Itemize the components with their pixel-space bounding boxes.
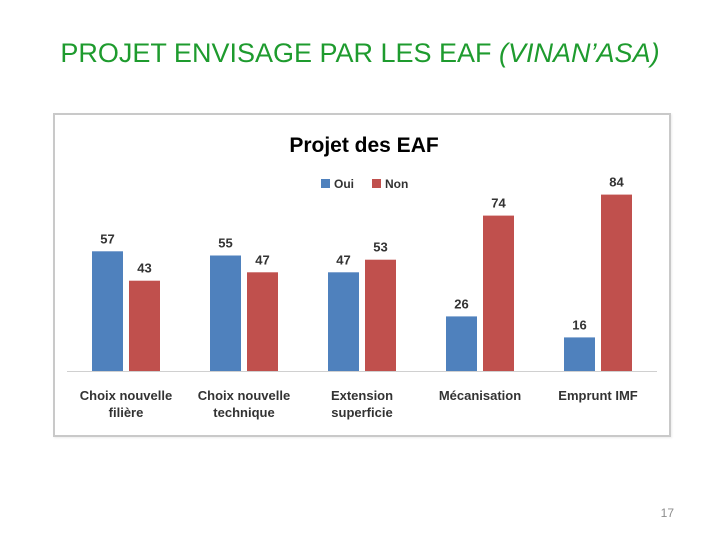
data-label-non-1: 47: [255, 252, 269, 267]
bar-oui-3: [446, 316, 477, 371]
data-label-oui-3: 26: [454, 296, 468, 311]
bar-oui-0: [92, 251, 123, 371]
data-label-non-4: 84: [609, 175, 624, 190]
data-label-oui-0: 57: [100, 231, 114, 246]
chart-bars: [92, 194, 632, 371]
chart-legend: Oui Non: [321, 177, 408, 191]
data-label-oui-1: 55: [218, 236, 232, 251]
slide-title-italic: (VINAN’ASA): [499, 38, 660, 68]
data-label-oui-4: 16: [572, 317, 586, 332]
data-label-oui-2: 47: [336, 252, 350, 267]
category-label-0-0: Choix nouvelle: [80, 388, 172, 403]
bar-oui-4: [564, 337, 595, 371]
bar-oui-2: [328, 272, 359, 371]
category-label-4-0: Emprunt IMF: [558, 388, 637, 403]
legend-swatch-oui: [321, 179, 330, 188]
bar-non-0: [129, 280, 160, 371]
legend-label-non: Non: [385, 177, 408, 191]
data-label-non-2: 53: [373, 240, 387, 255]
slide-title: PROJET ENVISAGE PAR LES EAF (VINAN’ASA): [0, 38, 720, 69]
category-label-2-1: superficie: [331, 405, 392, 420]
slide-title-main: PROJET ENVISAGE PAR LES EAF: [60, 38, 500, 68]
category-label-2-0: Extension: [331, 388, 393, 403]
chart-category-labels: Choix nouvelle filière Choix nouvelle techn…: [80, 388, 638, 420]
bar-non-2: [365, 259, 396, 371]
bar-non-1: [247, 272, 278, 371]
chart-data-labels: 57 43 55 47 47 53 26 74 16 84: [100, 175, 624, 333]
category-label-3-0: Mécanisation: [439, 388, 521, 403]
category-label-0-1: filière: [109, 405, 144, 420]
category-label-1-1: technique: [213, 405, 274, 420]
page-number: 17: [660, 506, 674, 520]
bar-non-3: [483, 215, 514, 371]
legend-label-oui: Oui: [334, 177, 354, 191]
bar-chart: Projet des EAF Oui Non 57 43 55 47 47 53 26 74 16…: [67, 134, 657, 420]
legend-swatch-non: [372, 179, 381, 188]
bar-non-4: [601, 194, 632, 371]
chart-title: Projet des EAF: [289, 134, 439, 157]
data-label-non-0: 43: [137, 261, 151, 276]
bar-oui-1: [210, 255, 241, 371]
category-label-1-0: Choix nouvelle: [198, 388, 290, 403]
chart-frame: Projet des EAF Oui Non 57 43 55 47 47 53 26 74 16…: [53, 113, 671, 437]
data-label-non-3: 74: [491, 196, 506, 211]
